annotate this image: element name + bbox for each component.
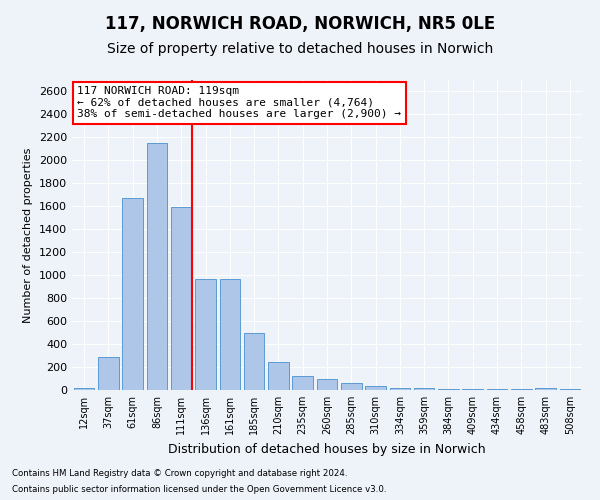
Text: Contains public sector information licensed under the Open Government Licence v3: Contains public sector information licen…: [12, 485, 386, 494]
Bar: [463, 389, 483, 390]
Bar: [268, 362, 289, 390]
Bar: [244, 332, 265, 390]
Y-axis label: Number of detached properties: Number of detached properties: [23, 148, 34, 322]
Bar: [317, 379, 337, 390]
Bar: [122, 198, 143, 390]
Bar: [414, 388, 434, 390]
X-axis label: Distribution of detached houses by size in Norwich: Distribution of detached houses by size …: [168, 442, 486, 456]
Bar: [389, 388, 410, 390]
Bar: [146, 143, 167, 390]
Text: 117 NORWICH ROAD: 119sqm
← 62% of detached houses are smaller (4,764)
38% of sem: 117 NORWICH ROAD: 119sqm ← 62% of detach…: [77, 86, 401, 120]
Bar: [171, 208, 191, 390]
Text: 117, NORWICH ROAD, NORWICH, NR5 0LE: 117, NORWICH ROAD, NORWICH, NR5 0LE: [105, 15, 495, 33]
Bar: [535, 388, 556, 390]
Bar: [365, 386, 386, 390]
Bar: [341, 383, 362, 390]
Text: Size of property relative to detached houses in Norwich: Size of property relative to detached ho…: [107, 42, 493, 56]
Bar: [195, 278, 216, 390]
Bar: [292, 376, 313, 390]
Bar: [438, 389, 459, 390]
Bar: [220, 278, 240, 390]
Text: Contains HM Land Registry data © Crown copyright and database right 2024.: Contains HM Land Registry data © Crown c…: [12, 468, 347, 477]
Bar: [98, 356, 119, 390]
Bar: [74, 388, 94, 390]
